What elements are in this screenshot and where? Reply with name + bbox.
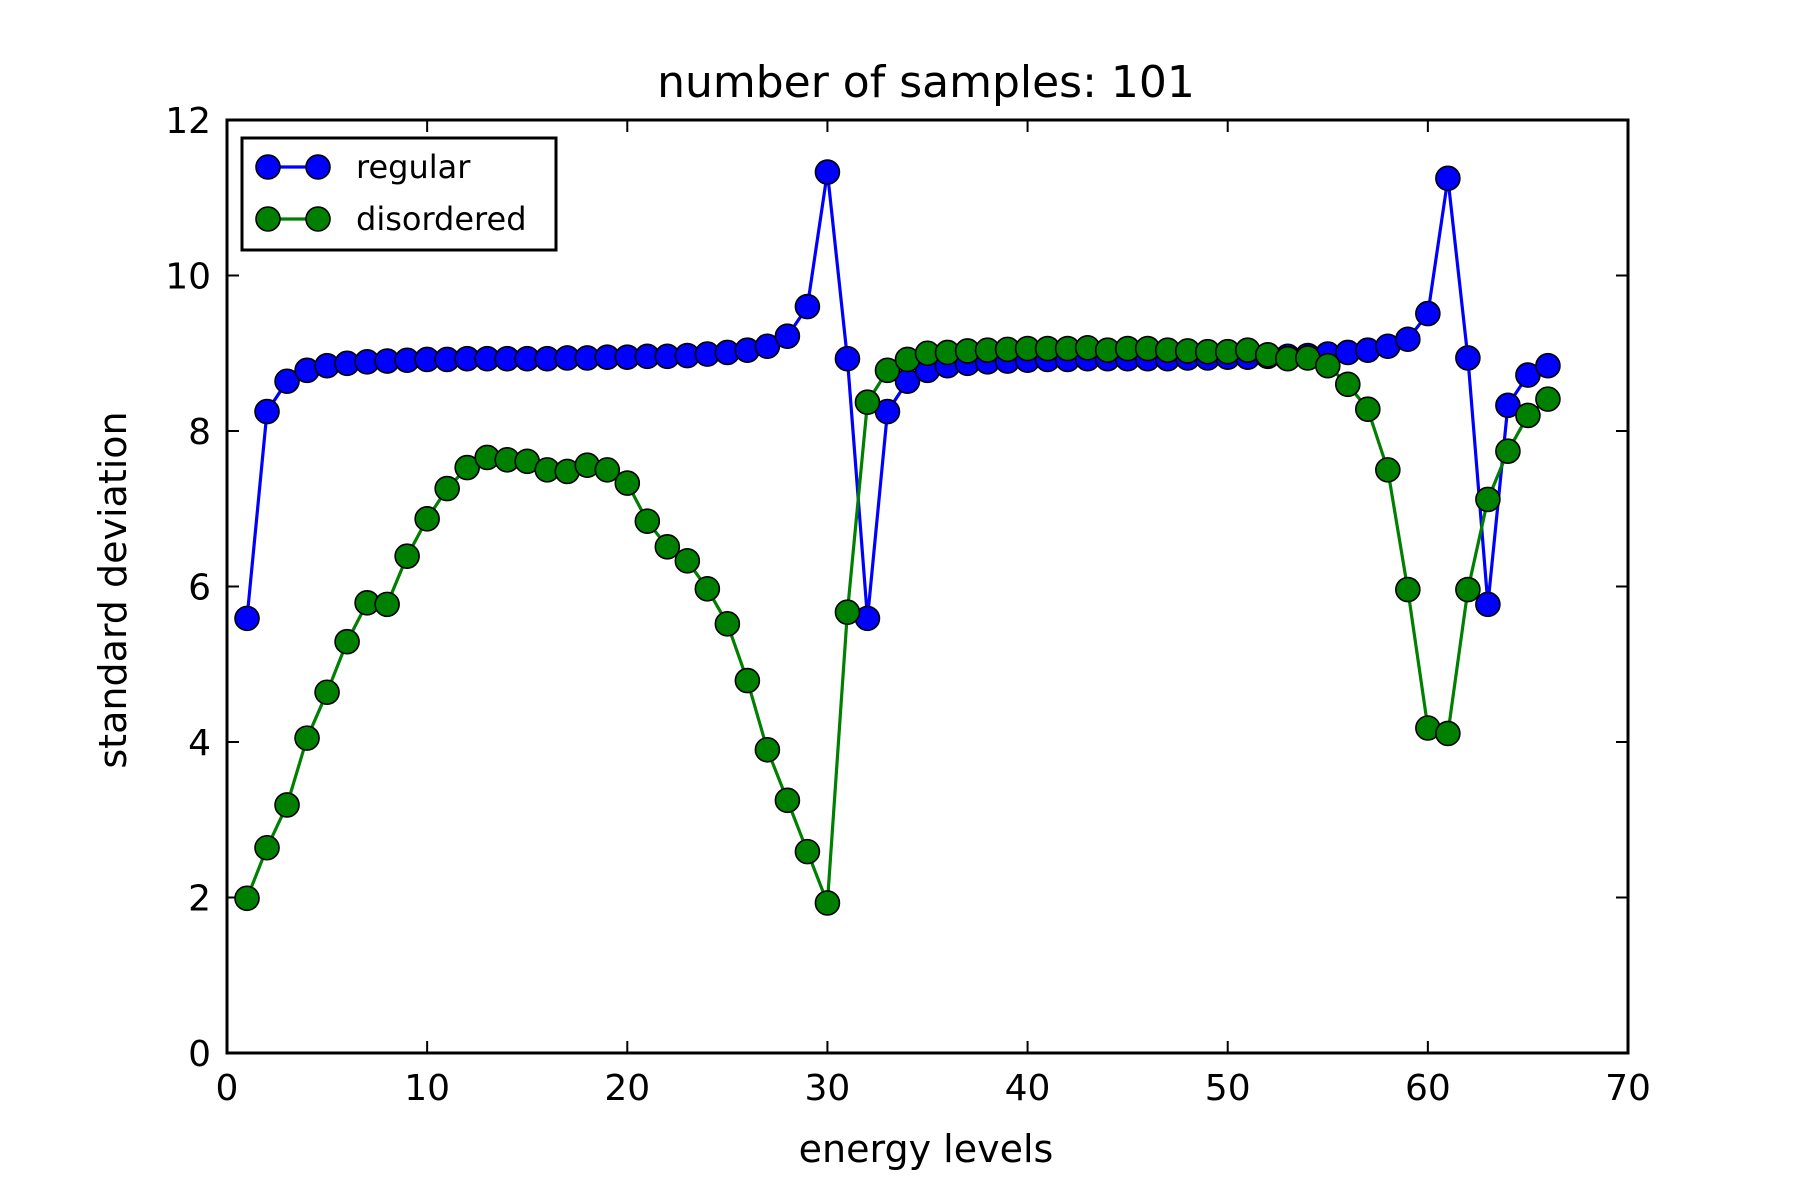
data-point-disordered	[1475, 486, 1501, 513]
data-point-disordered	[874, 357, 901, 384]
data-point-disordered	[234, 885, 260, 912]
series-line-disordered	[245, 346, 1549, 904]
data-point-regular	[814, 159, 841, 185]
data-point-disordered	[754, 736, 781, 763]
data-point-disordered	[334, 628, 360, 655]
data-point-regular	[1455, 345, 1481, 371]
plot-frame	[225, 118, 1630, 1055]
y-tick-label: 0	[188, 1034, 211, 1075]
legend: regular disordered	[240, 136, 558, 252]
data-point-disordered	[674, 548, 701, 574]
data-point-disordered	[734, 667, 761, 694]
data-point-disordered	[594, 457, 621, 483]
legend-marker-regular	[305, 154, 331, 180]
data-point-regular	[794, 293, 821, 320]
y-tick-label: 2	[188, 879, 211, 920]
data-point-regular	[234, 605, 260, 632]
data-point-disordered	[254, 834, 280, 861]
data-point-disordered	[1455, 576, 1481, 603]
legend-label-disordered: disordered	[356, 200, 527, 238]
data-point-disordered	[814, 890, 841, 916]
series-layer	[234, 159, 1561, 916]
data-point-regular	[1535, 352, 1561, 379]
data-point-disordered	[834, 599, 861, 625]
x-tick-label: 10	[404, 1068, 450, 1109]
data-point-disordered	[1535, 386, 1561, 412]
data-point-disordered	[1495, 438, 1521, 465]
data-point-disordered	[1515, 402, 1541, 429]
data-point-regular	[1475, 591, 1501, 618]
data-point-disordered	[634, 508, 661, 534]
y-tick-label: 10	[165, 257, 211, 298]
legend-marker-disordered	[305, 206, 331, 232]
data-point-disordered	[414, 506, 440, 532]
data-point-disordered	[1395, 576, 1421, 603]
data-point-disordered	[394, 543, 420, 569]
data-point-disordered	[854, 389, 881, 416]
data-point-disordered	[794, 838, 821, 865]
x-tick-label: 20	[604, 1068, 650, 1109]
chart-title: number of samples: 101	[657, 57, 1195, 108]
series-disordered	[234, 335, 1561, 916]
legend-label-regular: regular	[356, 148, 471, 186]
data-point-disordered	[1314, 352, 1341, 379]
x-axis-label: energy levels	[799, 1127, 1054, 1171]
data-point-disordered	[614, 470, 641, 496]
data-point-disordered	[274, 792, 300, 818]
legend-marker-regular	[255, 154, 281, 180]
data-point-disordered	[774, 787, 801, 814]
x-tick-label: 0	[216, 1068, 239, 1109]
data-point-disordered	[1435, 720, 1461, 747]
data-point-disordered	[1375, 457, 1401, 483]
data-point-disordered	[314, 679, 340, 706]
data-point-disordered	[654, 534, 681, 560]
data-point-regular	[254, 398, 280, 425]
data-point-disordered	[434, 475, 460, 502]
x-tick-label: 40	[1005, 1068, 1051, 1109]
data-point-regular	[754, 333, 781, 360]
data-point-regular	[774, 323, 801, 349]
data-point-disordered	[294, 725, 320, 751]
y-axis-label: standard deviation	[91, 411, 135, 768]
y-tick-label: 8	[188, 412, 211, 453]
axis-ticks: 0 10 20 30 40 50 60 70 0 2 4 6 8 10 12	[165, 101, 1651, 1109]
data-point-regular	[834, 345, 861, 372]
data-point-regular	[1415, 300, 1441, 327]
data-point-disordered	[374, 591, 400, 618]
data-point-disordered	[714, 611, 741, 637]
data-point-disordered	[454, 454, 480, 481]
data-point-regular	[1495, 392, 1521, 419]
data-point-regular	[1435, 165, 1461, 192]
y-tick-label: 6	[188, 568, 211, 609]
legend-marker-disordered	[255, 206, 281, 232]
data-point-regular	[274, 368, 300, 395]
data-point-disordered	[1355, 396, 1381, 423]
x-tick-label: 50	[1205, 1068, 1251, 1109]
x-tick-label: 30	[805, 1068, 851, 1109]
y-tick-label: 4	[188, 723, 211, 764]
x-tick-label: 70	[1605, 1068, 1651, 1109]
x-tick-label: 60	[1405, 1068, 1451, 1109]
y-tick-label: 12	[165, 101, 211, 142]
legend-box	[240, 136, 558, 252]
data-point-regular	[1395, 326, 1421, 353]
data-point-disordered	[694, 576, 721, 602]
data-point-disordered	[1335, 371, 1361, 398]
